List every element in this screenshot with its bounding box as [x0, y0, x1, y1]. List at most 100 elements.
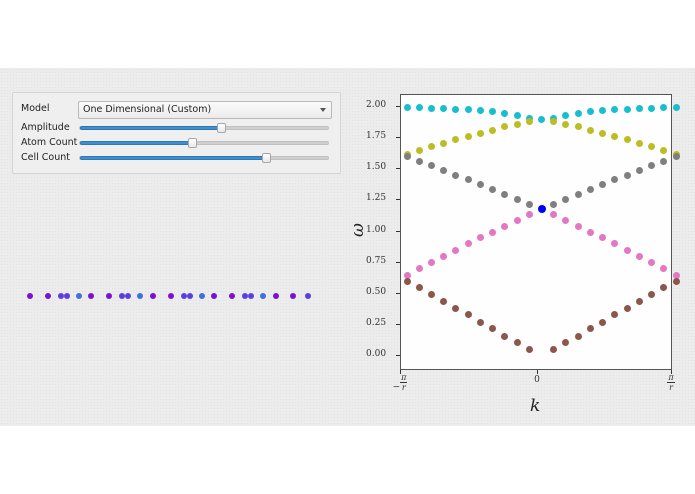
data-point-band-2: [476, 318, 484, 326]
data-point-band-3: [611, 240, 619, 248]
data-point-band-6: [489, 108, 497, 116]
atom-dot: [242, 293, 248, 299]
data-point-band-5: [648, 143, 656, 151]
data-point-band-2: [635, 297, 643, 305]
y-tick-label: 2.00: [366, 100, 387, 110]
data-point-band-6: [476, 107, 484, 115]
model-label: Model: [21, 103, 50, 114]
data-point-band-2: [464, 311, 472, 319]
data-point-band-6: [574, 109, 582, 117]
amplitude-slider-handle[interactable]: [217, 123, 227, 133]
atom-dot: [106, 293, 112, 299]
model-dropdown-value: One Dimensional (Custom): [83, 104, 212, 115]
x-tick-mark: [400, 370, 401, 374]
data-point-band-6: [660, 103, 668, 111]
data-point-band-2: [660, 284, 668, 292]
atom-dot: [125, 293, 131, 299]
atom-dot: [187, 293, 193, 299]
data-point-band-2: [574, 332, 582, 340]
data-point-band-2: [623, 305, 631, 313]
data-point-band-6: [648, 104, 656, 112]
y-tick-mark: [396, 137, 400, 139]
dispersion-plot-area[interactable]: [400, 94, 680, 370]
data-point-band-2: [501, 332, 509, 340]
data-point-band-6: [501, 109, 509, 117]
atom-dot: [305, 293, 311, 299]
data-point-band-2: [415, 284, 423, 292]
y-tick-mark: [396, 168, 400, 170]
atom-dot: [290, 293, 296, 299]
data-point-band-4: [427, 162, 435, 169]
data-point-band-4: [489, 185, 497, 193]
atom-count-slider-handle[interactable]: [187, 138, 197, 148]
y-tick-mark: [396, 323, 400, 325]
atom-count-slider[interactable]: [79, 138, 329, 148]
y-tick-label: 1.00: [366, 224, 387, 235]
cell-count-row: Cell Count: [21, 151, 341, 165]
model-dropdown[interactable]: One Dimensional (Custom): [78, 101, 332, 119]
y-tick-mark: [396, 106, 400, 107]
data-point-band-4: [586, 185, 594, 193]
data-point-band-3: [635, 252, 643, 260]
atom-count-row: Atom Count: [21, 136, 341, 150]
amplitude-slider[interactable]: [79, 123, 329, 133]
y-tick-mark: [396, 261, 400, 263]
atom-dot: [273, 293, 279, 299]
data-point-band-4: [440, 166, 448, 174]
data-point-band-3: [586, 229, 594, 237]
data-point-band-6: [403, 103, 411, 111]
y-tick-label: 0.75: [366, 255, 387, 266]
cell-count-slider[interactable]: [79, 153, 329, 163]
y-tick-mark: [396, 230, 400, 232]
data-point-band-6: [525, 114, 533, 122]
data-point-band-3: [550, 210, 558, 218]
atom-chain-view: [0, 290, 340, 304]
data-point-band-6: [513, 112, 521, 120]
data-point-band-4: [415, 158, 423, 166]
data-point-band-6: [599, 107, 607, 115]
data-point-band-6: [452, 105, 460, 113]
data-point-band-3: [513, 216, 521, 224]
data-point-band-2: [550, 346, 558, 354]
data-point-band-4: [476, 180, 484, 188]
data-point-band-3: [672, 271, 680, 279]
atom-dot: [88, 293, 94, 299]
data-point-band-5: [513, 120, 521, 128]
data-point-band-6: [586, 108, 594, 116]
cell-count-slider-fill: [80, 156, 266, 160]
cell-count-slider-handle[interactable]: [262, 153, 271, 163]
data-point-band-2: [599, 318, 607, 326]
data-point-band-5: [574, 123, 582, 131]
data-point-band-6: [550, 114, 558, 122]
data-point-selected[interactable]: [537, 205, 546, 214]
atom-dot: [64, 293, 70, 299]
atom-dot: [229, 293, 235, 299]
data-point-band-3: [415, 265, 423, 273]
data-point-band-4: [403, 153, 411, 161]
x-tick-mark: [671, 370, 672, 374]
data-point-band-6: [464, 105, 472, 113]
x-tick-mark: [537, 370, 538, 374]
atom-dot: [137, 293, 143, 299]
atom-dot: [150, 293, 156, 299]
x-tick-label: 0: [534, 375, 540, 385]
data-point-band-2: [452, 305, 460, 313]
data-point-band-2: [648, 291, 656, 299]
model-row: Model One Dimensional (Custom): [21, 101, 341, 119]
y-tick-label: 0.50: [366, 286, 387, 297]
data-point-band-3: [525, 210, 533, 218]
data-point-band-5: [464, 133, 472, 141]
atom-dot: [199, 293, 205, 299]
data-point-band-5: [440, 139, 448, 147]
data-point-band-2: [513, 338, 521, 346]
data-point-band-5: [550, 118, 558, 126]
data-point-band-6: [672, 103, 680, 111]
atom-dot: [119, 293, 125, 299]
atom-dot: [27, 293, 33, 299]
data-point-band-2: [525, 346, 533, 354]
data-point-band-5: [501, 123, 509, 131]
data-point-band-4: [574, 190, 582, 198]
data-point-band-4: [452, 171, 460, 179]
data-point-band-5: [611, 133, 619, 141]
data-point-band-3: [427, 259, 435, 267]
